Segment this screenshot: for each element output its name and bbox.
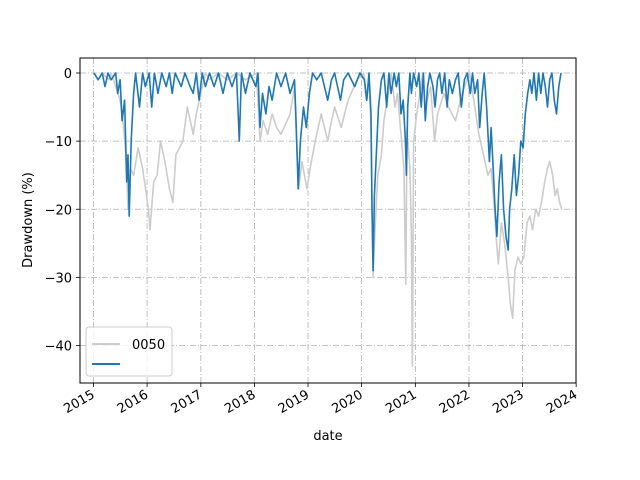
y-tick-label: −30	[45, 271, 72, 286]
plot-frame	[79, 57, 577, 384]
y-tick-label: 0	[64, 67, 72, 82]
y-tick-label: −10	[45, 135, 72, 150]
y-axis-label: Drawdown (%)	[21, 172, 36, 268]
series-layer	[93, 72, 563, 367]
legend: 0050	[85, 326, 173, 377]
y-axis: 0 −10 −20 −30 −40	[45, 67, 80, 355]
y-tick-label: −20	[45, 203, 72, 218]
x-axis-label: date	[313, 429, 342, 444]
legend-label-0050: 0050	[132, 338, 165, 353]
series-line-series-2	[93, 72, 562, 272]
y-tick-label: −40	[45, 340, 72, 355]
